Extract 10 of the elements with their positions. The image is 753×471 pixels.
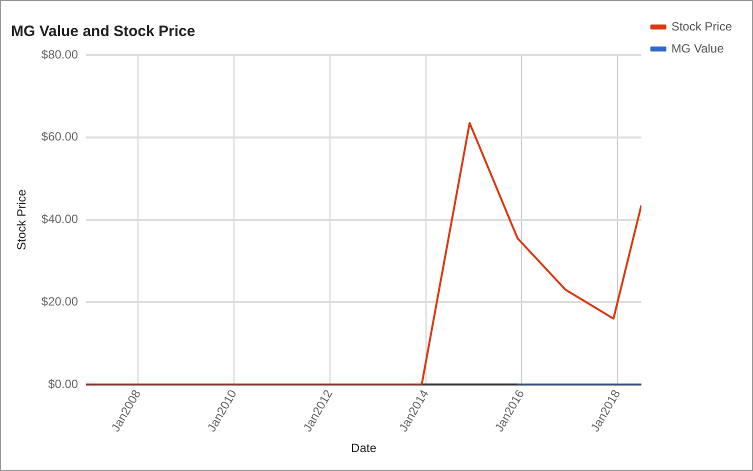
- legend-label: MG Value: [671, 41, 724, 56]
- x-axis-title: Date: [351, 441, 377, 456]
- y-tick-label: $80.00: [41, 47, 78, 62]
- legend-label: Stock Price: [671, 19, 732, 34]
- y-tick-label: $40.00: [41, 212, 78, 226]
- y-tick-label: $0.00: [48, 376, 78, 391]
- chart-title: MG Value and Stock Price: [11, 23, 196, 40]
- y-tick-label: $60.00: [41, 130, 78, 144]
- y-tick-label: $20.00: [41, 294, 78, 308]
- y-axis-title: Stock Price: [14, 189, 29, 250]
